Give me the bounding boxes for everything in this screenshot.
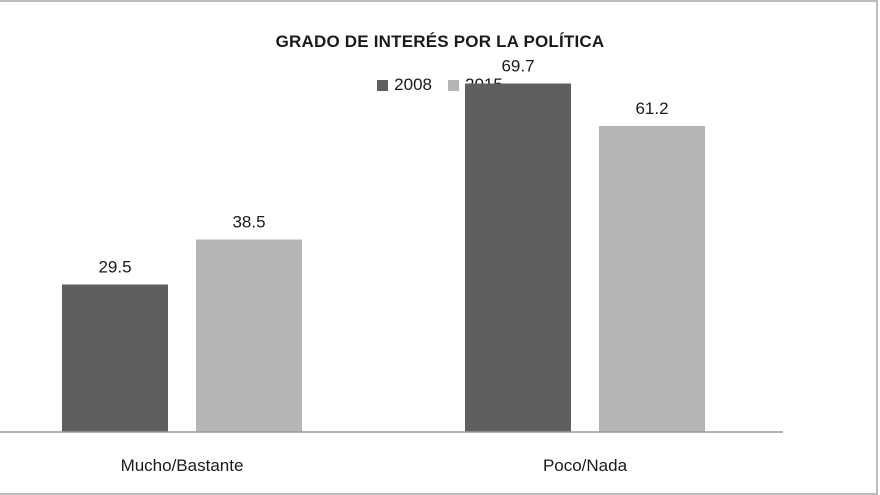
category-label-poco-nada: Poco/Nada	[543, 456, 628, 475]
data-label-mucho-bastante-2015: 38.5	[232, 213, 265, 232]
category-label-mucho-bastante: Mucho/Bastante	[121, 456, 244, 475]
legend-swatch-2008	[377, 79, 389, 91]
legend-label-2008: 2008	[394, 75, 432, 94]
data-label-poco-nada-2008: 69.7	[501, 57, 534, 76]
data-label-mucho-bastante-2008: 29.5	[98, 258, 131, 277]
legend-swatch-2015	[448, 79, 459, 91]
bar-poco-nada-2015	[599, 126, 705, 432]
chart-title: GRADO DE INTERÉS POR LA POLÍTICA	[275, 32, 605, 51]
legend-item-2008: 2008	[377, 75, 432, 95]
bar-poco-nada-2008	[465, 83, 571, 432]
bar-mucho-bastante-2008	[62, 284, 168, 432]
data-label-poco-nada-2015: 61.2	[635, 99, 668, 118]
bar-mucho-bastante-2015	[196, 239, 302, 432]
